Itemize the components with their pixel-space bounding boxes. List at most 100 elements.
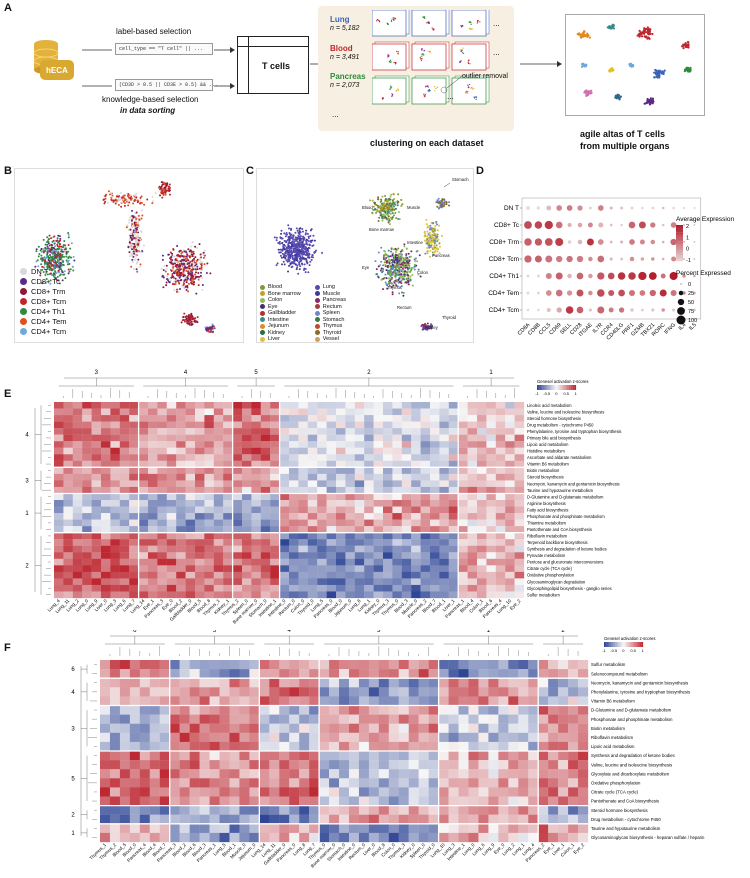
heatmap-cell — [157, 434, 167, 442]
heatmap-cell — [176, 447, 186, 455]
umap-b-point — [61, 253, 64, 256]
umap-c-point — [393, 208, 396, 211]
umap-c-point — [275, 236, 278, 239]
umap-c-point — [307, 250, 310, 253]
heatmap-cell — [392, 565, 402, 573]
umap-c-point — [300, 257, 303, 260]
heatmap-cell — [477, 408, 487, 416]
umap-b-point — [185, 281, 188, 284]
heatmap-cell — [54, 486, 64, 494]
legend-c-label: Jejunum — [268, 323, 289, 330]
heatmap-cell — [157, 584, 167, 592]
dot-plot-dot — [630, 308, 634, 312]
mini-plot-point — [462, 47, 464, 49]
heatmap-cell — [373, 486, 384, 494]
umap-c-point — [397, 255, 400, 258]
heatmap-cell — [514, 473, 525, 481]
dataset-pancreas-n: n = 2,073 — [330, 82, 360, 89]
umap-b-point — [194, 277, 197, 280]
umap-b-point — [174, 277, 177, 280]
heatmap-cell — [185, 486, 196, 494]
heatmap-cell — [101, 421, 111, 429]
legend-c-swatch — [314, 310, 320, 316]
umap-c-point — [284, 235, 287, 238]
heatmap-cell — [204, 500, 214, 507]
umap-b-point — [49, 262, 52, 265]
heatmap-cell — [101, 545, 111, 553]
heatmap-cell — [260, 421, 271, 429]
heatmap-cell — [458, 473, 468, 481]
heatmap-cell — [260, 447, 271, 455]
umap-c-point — [379, 264, 382, 267]
heatmap-cell — [439, 558, 449, 566]
outlier-circle — [440, 86, 448, 94]
heatmap-cell — [289, 486, 299, 494]
heatmap-cell — [157, 506, 167, 514]
atlas-point — [586, 92, 589, 95]
heatmap-cell — [204, 493, 214, 501]
heatmap-cell — [317, 558, 327, 566]
umap-b-point — [60, 248, 63, 251]
heatmap-cell — [232, 415, 243, 422]
atlas-point — [630, 65, 633, 68]
heatmap-cell — [101, 526, 111, 533]
dot-plot-dot — [692, 291, 696, 295]
umap-c-point — [428, 241, 431, 244]
umap-c-point — [405, 253, 408, 256]
heatmap-cell — [430, 408, 440, 416]
mini-plot-point — [424, 95, 426, 97]
heatmap-cell — [260, 493, 271, 501]
heatmap-cell — [91, 460, 102, 468]
heatmap-cell — [326, 460, 337, 468]
heatmap-cell — [336, 447, 346, 455]
tcells-box-inner — [237, 46, 309, 47]
mini-plot-point — [391, 95, 393, 98]
heatmap-cell — [166, 441, 177, 448]
dot-plot-dot — [577, 239, 583, 245]
heatmap-cell — [354, 565, 365, 573]
heatmap-cell — [138, 467, 149, 475]
heatmap-cell — [486, 513, 496, 520]
heatmap-cell — [251, 421, 261, 429]
umap-b-point — [177, 281, 180, 284]
heatmap-cell — [383, 558, 393, 566]
heatmap-cell — [448, 552, 459, 559]
heatmap-cell — [354, 486, 365, 494]
heatmap-cell — [232, 571, 243, 579]
heatmap-cell — [91, 480, 102, 488]
heatmap-cell — [495, 421, 506, 429]
heatmap-cell — [157, 428, 167, 435]
heatmap-cell — [383, 408, 393, 416]
umap-b-point — [67, 236, 70, 239]
heatmap-cell — [289, 558, 299, 566]
umap-c-point — [398, 252, 401, 255]
umap-b-point — [120, 205, 123, 208]
heatmap-cell — [91, 513, 102, 520]
heatmap-cell — [185, 460, 196, 468]
umap-c-point — [440, 205, 443, 208]
dot-plot-dot — [577, 222, 583, 228]
heatmap-cell — [298, 552, 308, 559]
heatmap-cell — [119, 558, 130, 566]
umap-b-point — [48, 256, 51, 259]
umap-b-point — [58, 243, 61, 246]
heatmap-cell — [383, 460, 393, 468]
heatmap-cell — [326, 532, 337, 540]
mini-plot-point — [474, 96, 476, 98]
umap-b-point — [44, 243, 47, 246]
umap-b-point — [41, 268, 44, 271]
umap-b-point — [131, 254, 134, 257]
heatmap-cell — [345, 421, 355, 429]
umap-b-point — [66, 263, 69, 266]
heatmap-cell — [345, 454, 355, 461]
umap-b-point — [65, 248, 68, 251]
atlas-point — [584, 65, 588, 68]
umap-b-point — [165, 284, 168, 287]
umap-b-point — [129, 216, 132, 219]
umap-c-point — [299, 265, 302, 268]
heatmap-cell — [119, 447, 130, 455]
umap-c-point — [304, 232, 307, 235]
atlas-point — [580, 36, 583, 39]
heatmap-cell — [166, 519, 177, 527]
heatmap-cell — [383, 526, 393, 533]
